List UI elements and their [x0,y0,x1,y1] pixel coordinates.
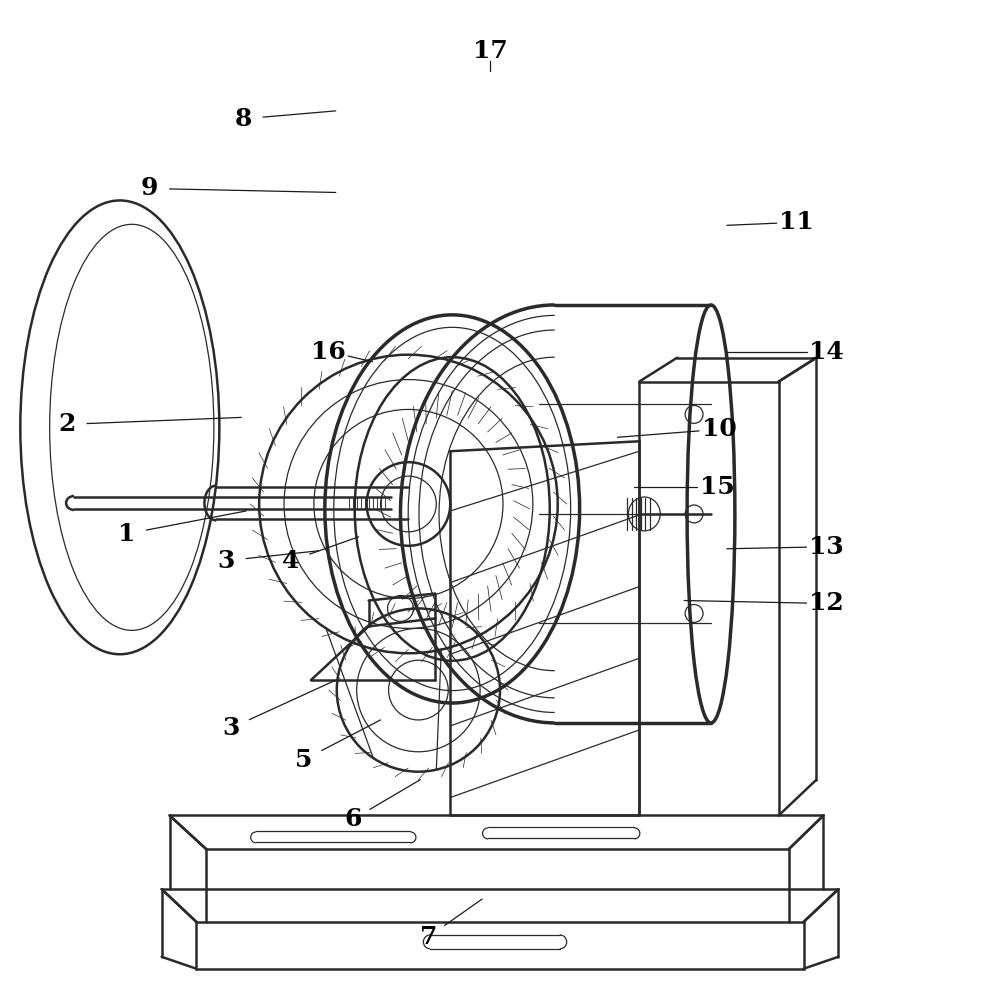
Text: 6: 6 [344,807,361,831]
Text: 2: 2 [58,412,76,436]
Text: 8: 8 [235,107,252,131]
Text: 3: 3 [218,549,235,573]
Text: 11: 11 [779,211,814,235]
Text: 16: 16 [311,339,346,363]
Text: 5: 5 [295,748,313,771]
Text: 15: 15 [700,475,734,499]
Text: 9: 9 [141,177,158,201]
Text: 14: 14 [809,339,844,363]
Text: 12: 12 [809,592,844,616]
Text: 1: 1 [118,522,135,546]
Text: 7: 7 [420,925,437,949]
Text: 4: 4 [282,549,300,573]
Text: 3: 3 [223,716,240,740]
Text: 17: 17 [473,39,507,63]
Text: 13: 13 [809,535,844,559]
Text: 10: 10 [702,417,736,441]
